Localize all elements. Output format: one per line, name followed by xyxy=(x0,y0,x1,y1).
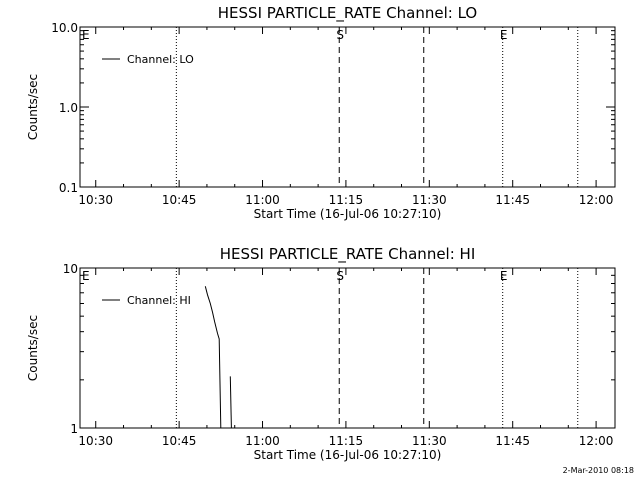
x-tick-label: 11:15 xyxy=(329,193,364,207)
x-tick-label: 12:00 xyxy=(579,193,614,207)
event-marker-e: E xyxy=(500,28,508,42)
x-tick-label: 10:45 xyxy=(162,193,197,207)
series-line xyxy=(229,376,232,429)
event-marker-s: S xyxy=(336,28,344,42)
y-tick-label: 10.0 xyxy=(51,21,78,35)
x-tick-label: 10:30 xyxy=(78,434,113,448)
series-line xyxy=(204,286,222,429)
event-marker-s: S xyxy=(336,269,344,283)
x-tick-label: 12:00 xyxy=(579,434,614,448)
x-tick-label: 11:00 xyxy=(245,434,280,448)
legend-entry: Channel: HI xyxy=(127,294,191,307)
y-tick-label: 1.0 xyxy=(59,101,78,115)
chart-panel-2: HESSI PARTICLE_RATE Channel: HI 10:30 10:4… xyxy=(26,245,616,462)
x-tick-label: 11:15 xyxy=(329,434,364,448)
x-tick-label: 11:45 xyxy=(495,434,530,448)
chart-title: HESSI PARTICLE_RATE Channel: HI xyxy=(220,245,476,264)
event-marker-e: E xyxy=(500,269,508,283)
y-axis-label: Counts/sec xyxy=(26,74,40,140)
x-tick-label: 10:30 xyxy=(78,193,113,207)
x-tick-label: 11:30 xyxy=(412,434,447,448)
legend-entry: Channel: LO xyxy=(127,53,194,66)
y-tick-label: 10 xyxy=(63,262,78,276)
x-axis-label: Start Time (16-Jul-06 10:27:10) xyxy=(254,207,442,221)
chart-panel-1: HESSI PARTICLE_RATE Channel: LO 10:30 10:4… xyxy=(26,4,616,221)
plot-frame xyxy=(79,267,616,429)
x-tick-label: 11:30 xyxy=(412,193,447,207)
x-tick-label: 11:45 xyxy=(495,193,530,207)
chart-title: HESSI PARTICLE_RATE Channel: LO xyxy=(218,4,477,23)
y-axis-label: Counts/sec xyxy=(26,315,40,381)
footer-timestamp: 2-Mar-2010 08:18 xyxy=(562,466,634,475)
x-tick-label: 10:45 xyxy=(162,434,197,448)
plot-frame xyxy=(79,26,616,188)
edge-marker: E xyxy=(82,269,90,283)
y-tick-label: 1 xyxy=(70,422,78,436)
edge-marker: E xyxy=(82,28,90,42)
x-tick-label: 11:00 xyxy=(245,193,280,207)
x-axis-label: Start Time (16-Jul-06 10:27:10) xyxy=(254,448,442,462)
y-tick-label: 0.1 xyxy=(59,181,78,195)
